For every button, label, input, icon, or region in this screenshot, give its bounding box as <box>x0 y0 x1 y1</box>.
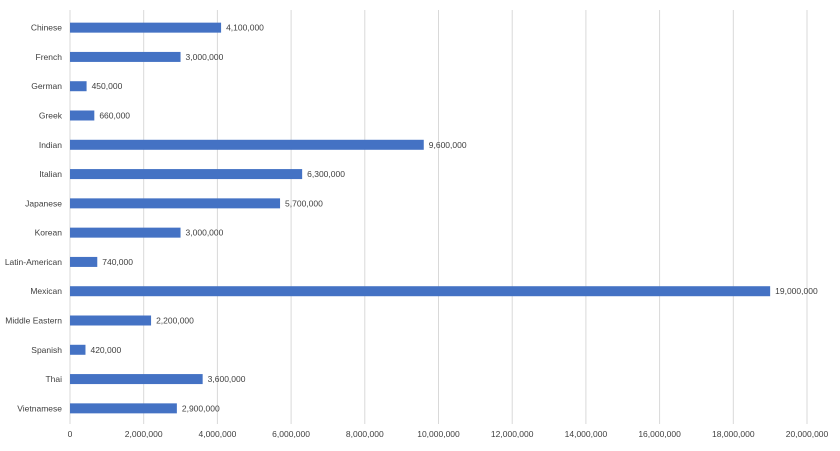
x-tick-label: 18,000,000 <box>712 429 755 439</box>
category-label: Japanese <box>25 198 62 208</box>
x-tick-label: 16,000,000 <box>638 429 681 439</box>
data-label: 740,000 <box>102 257 133 267</box>
bar <box>70 315 152 326</box>
data-label: 3,000,000 <box>186 228 224 238</box>
x-tick-label: 8,000,000 <box>346 429 384 439</box>
category-label: Korean <box>35 228 63 238</box>
bar <box>70 198 281 209</box>
x-tick-label: 10,000,000 <box>417 429 460 439</box>
data-label: 5,700,000 <box>285 198 323 208</box>
category-label: Greek <box>39 111 63 121</box>
bar <box>70 227 181 238</box>
bar <box>70 110 95 121</box>
data-label: 3,000,000 <box>186 52 224 62</box>
x-tick-label: 0 <box>68 429 73 439</box>
category-label: Middle Eastern <box>5 316 62 326</box>
category-label: Mexican <box>30 286 62 296</box>
x-tick-label: 4,000,000 <box>198 429 236 439</box>
bar <box>70 374 203 385</box>
x-tick-label: 6,000,000 <box>272 429 310 439</box>
bar <box>70 403 177 414</box>
category-label: French <box>36 52 63 62</box>
bar <box>70 139 424 150</box>
data-label: 2,900,000 <box>182 403 220 413</box>
category-label: Thai <box>45 374 62 384</box>
x-tick-label: 2,000,000 <box>125 429 163 439</box>
category-label: Spanish <box>31 345 62 355</box>
category-label: Italian <box>39 169 62 179</box>
data-label: 9,600,000 <box>429 140 467 150</box>
bar <box>70 256 98 267</box>
data-label: 420,000 <box>90 345 121 355</box>
x-tick-label: 12,000,000 <box>491 429 534 439</box>
data-label: 2,200,000 <box>156 316 194 326</box>
x-tick-label: 14,000,000 <box>565 429 608 439</box>
bar <box>70 344 86 355</box>
category-label: Latin-American <box>5 257 62 267</box>
data-label: 6,300,000 <box>307 169 345 179</box>
data-label: 3,600,000 <box>208 374 246 384</box>
data-label: 450,000 <box>92 81 123 91</box>
bar <box>70 286 771 297</box>
category-label: German <box>31 81 62 91</box>
bar <box>70 81 87 92</box>
data-label: 660,000 <box>99 111 130 121</box>
category-label: Chinese <box>31 23 62 33</box>
data-label: 4,100,000 <box>226 23 264 33</box>
category-label: Indian <box>39 140 62 150</box>
bar <box>70 22 222 33</box>
x-tick-label: 20,000,000 <box>786 429 829 439</box>
bar <box>70 169 303 180</box>
data-label: 19,000,000 <box>775 286 818 296</box>
bar <box>70 51 181 62</box>
category-label: Vietnamese <box>17 403 62 413</box>
